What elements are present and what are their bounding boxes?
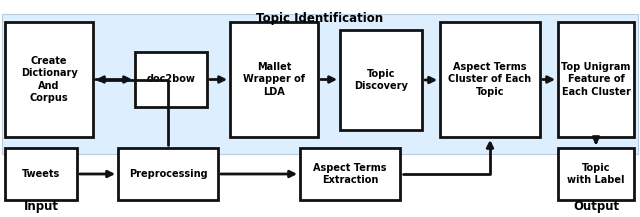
Text: Topic Identification: Topic Identification [257, 12, 383, 25]
Text: doc2bow: doc2bow [147, 74, 195, 84]
Bar [300, 148, 400, 200]
Bar [135, 52, 207, 107]
Text: Topic
with Label: Topic with Label [567, 163, 625, 185]
Text: Mallet
Wrapper of
LDA: Mallet Wrapper of LDA [243, 62, 305, 97]
Bar [5, 148, 77, 200]
Text: Tweets: Tweets [22, 169, 60, 179]
Bar [558, 22, 634, 137]
Text: Output: Output [573, 200, 619, 213]
Text: Input: Input [24, 200, 58, 213]
Bar [118, 148, 218, 200]
Bar [230, 22, 318, 137]
Bar [5, 22, 93, 137]
Text: Topic
Discovery: Topic Discovery [354, 69, 408, 91]
Text: Top Unigram
Feature of
Each Cluster: Top Unigram Feature of Each Cluster [561, 62, 630, 97]
Bar [440, 22, 540, 137]
Bar [2, 14, 638, 154]
Text: Preprocessing: Preprocessing [129, 169, 207, 179]
Text: Create
Dictionary
And
Corpus: Create Dictionary And Corpus [20, 56, 77, 103]
Bar [558, 148, 634, 200]
Bar [340, 30, 422, 130]
Text: Aspect Terms
Cluster of Each
Topic: Aspect Terms Cluster of Each Topic [449, 62, 532, 97]
Text: Aspect Terms
Extraction: Aspect Terms Extraction [313, 163, 387, 185]
